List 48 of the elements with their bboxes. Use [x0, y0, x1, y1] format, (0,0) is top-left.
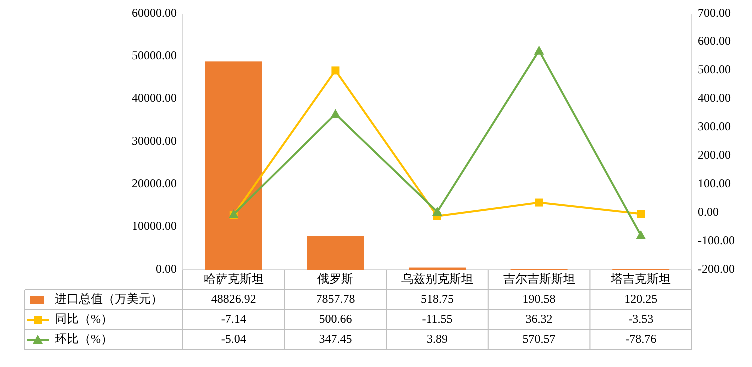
data-label: 190.58 [522, 292, 556, 306]
data-label: -11.55 [422, 312, 453, 326]
bar [307, 236, 364, 270]
data-label: 7857.78 [316, 292, 356, 306]
point [636, 230, 646, 240]
point [432, 207, 442, 216]
y2-tick-label: 700.00 [698, 6, 731, 20]
legend-label: 环比（%） [55, 332, 113, 346]
x-tick-label: 塔吉克斯坦 [610, 272, 672, 286]
y-tick-label: 10000.00 [132, 219, 177, 234]
x-tick-label: 哈萨克斯坦 [204, 272, 264, 286]
y2-tick-label: -100.00 [698, 233, 735, 248]
data-label: -7.14 [221, 312, 246, 326]
data-label: 500.66 [319, 312, 352, 326]
data-label: 518.75 [421, 292, 454, 306]
data-label: 48826.92 [211, 292, 256, 306]
y-tick-label: 30000.00 [132, 134, 177, 148]
point [637, 210, 646, 218]
y2-tick-label: 100.00 [698, 176, 731, 190]
bar [205, 62, 262, 270]
data-label: 36.32 [526, 312, 553, 326]
data-label: 570.57 [522, 332, 556, 346]
point [534, 46, 544, 55]
y2-tick-label: -200.00 [698, 262, 735, 276]
legend-label: 同比（%） [55, 312, 113, 326]
y2-tick-label: 300.00 [698, 120, 731, 134]
data-label: -5.04 [221, 332, 246, 346]
data-label: 120.25 [624, 292, 658, 306]
y-tick-label: 20000.00 [132, 176, 177, 190]
y-tick-label: 40000.00 [132, 91, 177, 106]
x-tick-label: 乌兹别克斯坦 [402, 272, 474, 286]
y2-tick-label: 500.00 [698, 62, 731, 77]
point [535, 198, 544, 207]
y-tick-label: 50000.00 [132, 48, 177, 62]
x-tick-label: 俄罗斯 [318, 272, 354, 286]
point [332, 66, 340, 75]
y2-tick-label: 600.00 [698, 34, 731, 48]
data-label: 347.45 [319, 332, 352, 346]
y-tick-label: 60000.00 [132, 6, 177, 20]
legend-label: 进口总值（万美元） [55, 292, 163, 306]
y2-tick-label: 0.00 [698, 204, 719, 219]
y2-tick-label: 200.00 [698, 148, 731, 162]
data-label: 3.89 [427, 332, 448, 346]
data-label: -3.53 [628, 312, 654, 326]
point [330, 109, 341, 118]
x-tick-label: 吉尔吉斯斯坦 [503, 272, 576, 286]
data-label: -78.76 [626, 332, 657, 346]
y2-tick-label: 400.00 [698, 91, 731, 106]
